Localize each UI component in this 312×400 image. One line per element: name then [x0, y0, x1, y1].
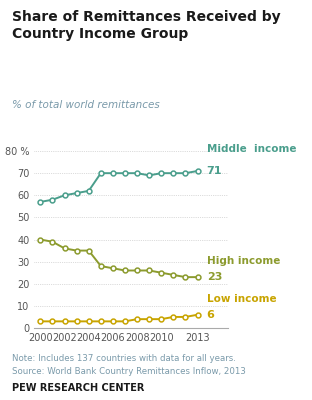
Text: Source: World Bank Country Remittances Inflow, 2013: Source: World Bank Country Remittances I… — [12, 367, 246, 376]
Text: High income: High income — [207, 256, 280, 266]
Text: Low income: Low income — [207, 294, 276, 304]
Text: % of total world remittances: % of total world remittances — [12, 100, 160, 110]
Text: Share of Remittances Received by
Country Income Group: Share of Remittances Received by Country… — [12, 10, 281, 41]
Text: 6: 6 — [207, 310, 215, 320]
Text: PEW RESEARCH CENTER: PEW RESEARCH CENTER — [12, 383, 145, 393]
Text: 71: 71 — [207, 166, 222, 176]
Text: 23: 23 — [207, 272, 222, 282]
Text: Note: Includes 137 countries with data for all years.: Note: Includes 137 countries with data f… — [12, 354, 236, 363]
Text: Middle  income: Middle income — [207, 144, 296, 154]
